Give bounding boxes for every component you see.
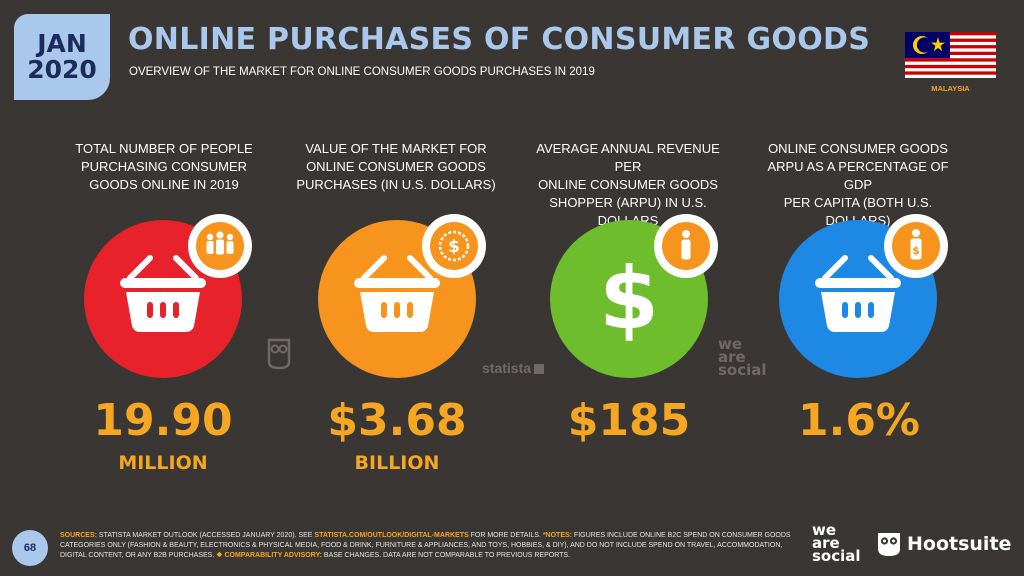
- metric-unit-market: BILLION: [354, 452, 440, 474]
- shopping-basket-icon: [815, 255, 901, 332]
- footer-sources: SOURCES: STATISTA MARKET OUTLOOK (ACCESS…: [60, 532, 791, 559]
- statista-watermark: statista: [482, 360, 545, 376]
- dollar-sign-icon: $: [599, 249, 659, 349]
- hootsuite-owl-icon: [878, 533, 900, 556]
- metric-label-market-value: VALUE OF THE MARKET FOR ONLINE CONSUMER …: [296, 141, 496, 192]
- hootsuite-owl-watermark-icon: [267, 338, 291, 370]
- metric-value-arpu: $185: [567, 395, 691, 446]
- page-title: ONLINE PURCHASES OF CONSUMER GOODS: [128, 22, 871, 57]
- statista-mark-icon: [534, 364, 545, 374]
- wearesocial-watermark: we are social: [718, 335, 767, 379]
- we-are-social-logo: we are social: [812, 521, 861, 565]
- metric-label-people: TOTAL NUMBER OF PEOPLE PURCHASING CONSUM…: [75, 141, 253, 192]
- person-dollar-icon: $: [884, 214, 948, 278]
- metric-label-arpu: AVERAGE ANNUAL REVENUE PER ONLINE CONSUM…: [536, 141, 720, 228]
- shopping-basket-icon: [120, 255, 206, 332]
- date-badge: JAN 2020: [14, 14, 110, 100]
- page-subtitle: OVERVIEW OF THE MARKET FOR ONLINE CONSUM…: [129, 66, 595, 78]
- people-group-icon: [188, 214, 252, 278]
- country-label: MALAYSIA: [931, 84, 970, 93]
- metric-value-people: 19.90: [93, 395, 233, 446]
- hootsuite-logo: Hootsuite: [876, 530, 1011, 558]
- metric-unit-people: MILLION: [118, 452, 208, 474]
- dollar-seal-icon: $: [422, 214, 486, 278]
- page-number: 68: [12, 530, 48, 566]
- badge-month: JAN: [37, 28, 87, 58]
- sources-link[interactable]: STATISTA.COM/OUTLOOK/DIGITAL-MARKETS: [314, 532, 469, 539]
- svg-text:$: $: [912, 244, 920, 257]
- shopping-basket-icon: [354, 255, 440, 332]
- metric-value-market: $3.68: [327, 395, 467, 446]
- badge-year: 2020: [27, 55, 97, 84]
- svg-text:$: $: [448, 237, 460, 257]
- malaysia-flag-icon: [905, 32, 996, 78]
- metric-value-gdp: 1.6%: [797, 395, 921, 446]
- person-icon: [654, 214, 718, 278]
